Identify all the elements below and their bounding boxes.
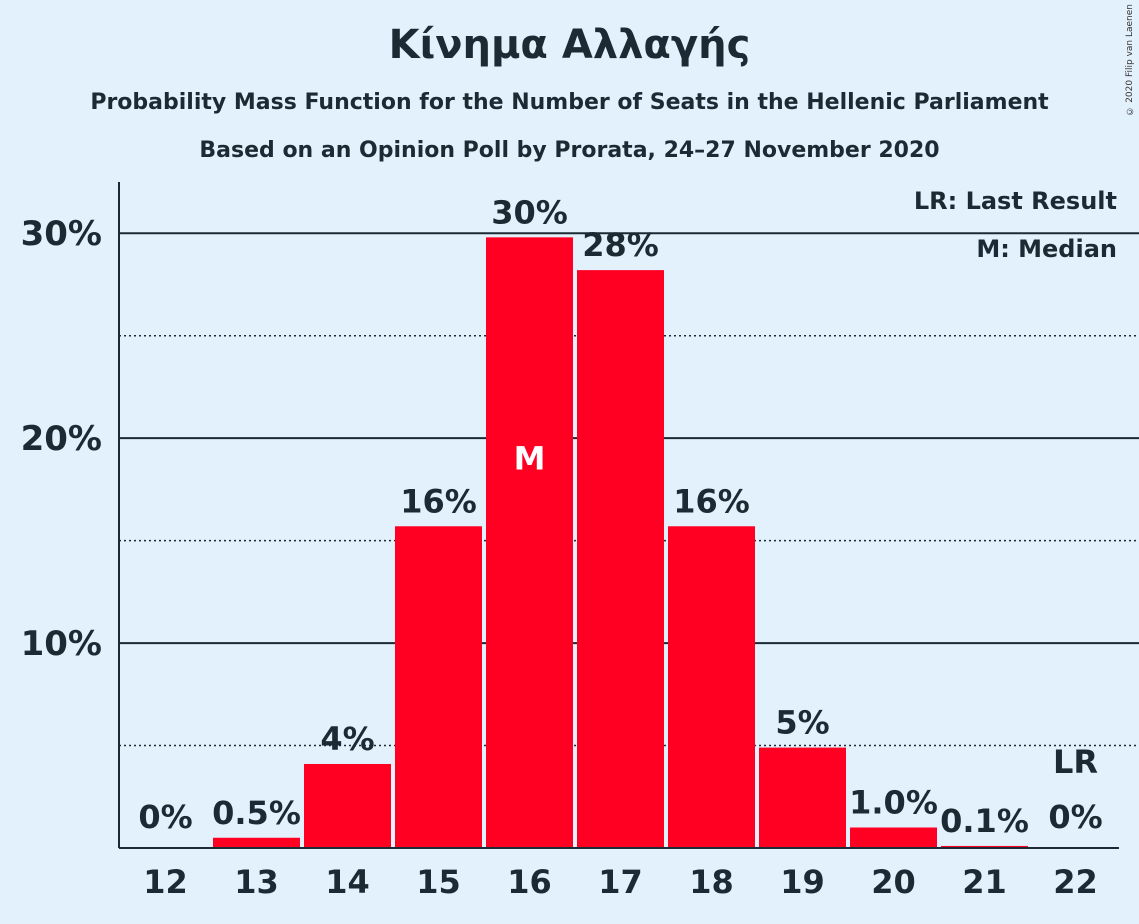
x-tick-label: 16 [507,863,552,901]
x-tick-label: 21 [962,863,1007,901]
bar-data-label: 28% [582,226,659,264]
legend-median: M: Median [976,235,1117,263]
x-tick-label: 14 [325,863,370,901]
bar [213,837,300,848]
legend-last-result: LR: Last Result [914,187,1117,215]
bar-data-label: 4% [320,720,374,758]
bar-data-label: 1.0% [849,784,938,822]
bar [304,763,391,848]
bar [850,827,937,848]
chart-subtitle: Probability Mass Function for the Number… [90,90,1049,115]
x-tick-label: 20 [871,863,916,901]
last-result-marker: LR [1053,743,1098,781]
bar-data-label: 0% [138,798,192,836]
bar-data-label: 0.5% [212,794,301,832]
bar [759,747,846,848]
bar-data-label: 0% [1048,798,1102,836]
x-tick-label: 13 [234,863,279,901]
chart-subtitle-poll: Based on an Opinion Poll by Prorata, 24–… [199,138,940,163]
x-tick-label: 22 [1053,863,1098,901]
x-tick-label: 12 [143,863,188,901]
bar [941,845,1028,848]
bar-data-label: 30% [491,193,568,231]
bar-data-label: 5% [775,704,829,742]
x-tick-label: 17 [598,863,643,901]
bar [577,270,664,848]
y-tick-label: 10% [21,624,102,664]
x-tick-label: 18 [689,863,734,901]
y-tick-label: 30% [21,214,102,254]
median-marker: M [514,439,546,477]
x-tick-label: 19 [780,863,825,901]
bar [486,237,573,848]
y-tick-label: 20% [21,419,102,459]
chart-title: Κίνημα Αλλαγής [388,22,751,68]
bar-data-label: 0.1% [940,802,1029,840]
bar [668,526,755,848]
bar-data-label: 16% [673,482,750,520]
bar [395,526,482,848]
bar-data-label: 16% [400,482,477,520]
x-tick-label: 15 [416,863,461,901]
